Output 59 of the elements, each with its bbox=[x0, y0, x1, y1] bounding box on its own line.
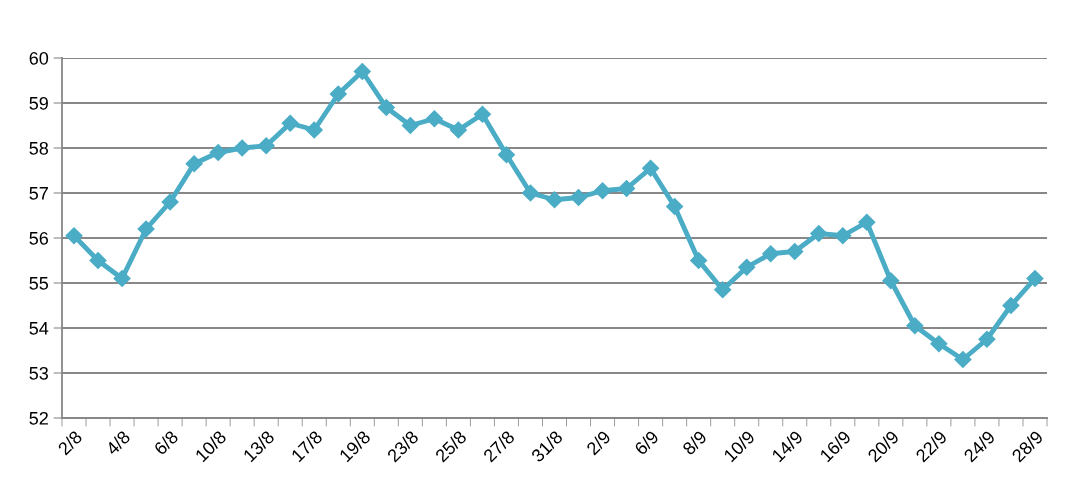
point bbox=[810, 224, 828, 243]
x-tick-label: 2/9 bbox=[585, 429, 612, 456]
point bbox=[930, 335, 948, 353]
point bbox=[233, 139, 251, 157]
point bbox=[786, 242, 804, 261]
point bbox=[593, 182, 612, 200]
point bbox=[305, 121, 323, 139]
point bbox=[545, 191, 564, 209]
point bbox=[618, 179, 636, 198]
y-tick-label: 56 bbox=[29, 231, 49, 245]
point bbox=[714, 281, 732, 299]
point bbox=[113, 269, 131, 288]
point bbox=[978, 330, 996, 348]
x-tick-label: 14/9 bbox=[770, 429, 804, 463]
point bbox=[954, 350, 972, 369]
x-tick-label: 6/9 bbox=[633, 429, 660, 456]
point bbox=[497, 146, 516, 164]
point bbox=[882, 272, 900, 290]
point bbox=[401, 116, 419, 135]
x-tick-label: 2/8 bbox=[56, 429, 83, 456]
point bbox=[161, 193, 179, 211]
point bbox=[521, 184, 540, 202]
x-tick-label: 4/8 bbox=[104, 429, 131, 456]
point bbox=[209, 143, 227, 162]
x-tick-label: 10/9 bbox=[722, 429, 756, 463]
point bbox=[449, 121, 467, 139]
point bbox=[425, 110, 443, 128]
point bbox=[329, 85, 347, 103]
point bbox=[1026, 269, 1044, 288]
point bbox=[642, 159, 660, 177]
point bbox=[377, 98, 395, 117]
point bbox=[834, 227, 852, 245]
point bbox=[906, 317, 924, 335]
point bbox=[473, 105, 491, 123]
y-tick-label: 58 bbox=[29, 141, 49, 155]
point bbox=[1002, 296, 1020, 315]
point bbox=[762, 245, 780, 263]
y-tick-label: 60 bbox=[29, 51, 49, 65]
point bbox=[137, 220, 155, 238]
x-tick-label: 16/9 bbox=[818, 429, 852, 463]
y-tick-label: 55 bbox=[29, 277, 49, 290]
y-tick-label: 59 bbox=[29, 96, 48, 110]
point bbox=[666, 197, 684, 216]
point bbox=[738, 258, 756, 276]
y-tick-label: 53 bbox=[29, 366, 49, 380]
point bbox=[353, 62, 371, 81]
point bbox=[281, 114, 299, 132]
x-tick-label: 6/8 bbox=[153, 429, 179, 456]
y-tick-label: 52 bbox=[29, 411, 48, 425]
y-tick-label: 54 bbox=[29, 322, 49, 335]
point bbox=[65, 227, 83, 245]
point bbox=[569, 188, 588, 207]
point bbox=[185, 155, 203, 173]
point bbox=[858, 213, 876, 231]
point bbox=[257, 137, 275, 155]
y-tick-label: 57 bbox=[29, 187, 48, 200]
point bbox=[89, 251, 107, 270]
x-tick-label: 8/9 bbox=[681, 429, 708, 456]
point bbox=[690, 251, 708, 270]
